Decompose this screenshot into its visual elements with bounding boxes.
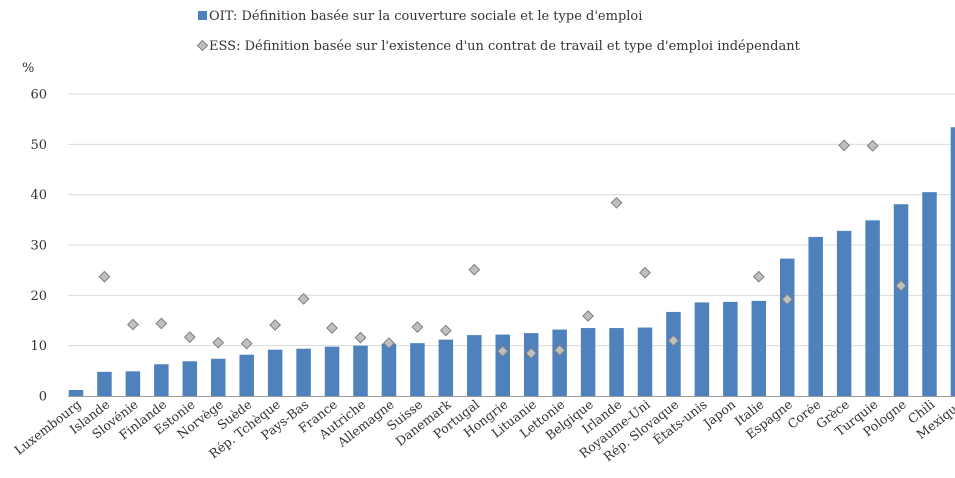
legend-bar-swatch: [198, 11, 207, 20]
bar: [666, 311, 681, 396]
legend-diamond-marker: [196, 39, 209, 52]
diamond-marker: [183, 331, 196, 344]
diamond-marker: [383, 337, 395, 350]
y-tick-label: 50: [30, 138, 47, 153]
bar: [211, 358, 226, 396]
diamond-marker: [582, 310, 595, 322]
diamond-marker: [240, 337, 253, 350]
bar: [267, 349, 283, 396]
bar: [922, 192, 937, 396]
bar: [239, 354, 254, 396]
diamond-marker: [468, 263, 481, 276]
y-tick-label: 60: [30, 88, 47, 103]
y-axis-unit-label: %: [22, 61, 34, 76]
bar: [296, 348, 311, 396]
bar: [893, 204, 909, 396]
bar: [154, 364, 169, 396]
diamond-marker: [126, 318, 139, 331]
diamond-marker: [610, 196, 623, 209]
bar: [836, 230, 852, 396]
bar: [97, 371, 112, 396]
y-tick-label: 10: [30, 339, 47, 354]
y-tick-label: 30: [30, 239, 47, 254]
diamond-marker: [496, 345, 509, 358]
diamond-marker: [553, 344, 566, 357]
bar-series: [68, 127, 955, 396]
diamond-marker: [297, 292, 310, 305]
x-category-label: Japon: [699, 397, 738, 432]
bar: [865, 220, 880, 396]
diamond-marker: [525, 347, 538, 360]
bar: [609, 328, 624, 396]
diamond-marker: [269, 319, 282, 331]
bar: [808, 236, 823, 396]
bar: [324, 346, 340, 396]
diamond-marker: [439, 324, 452, 337]
bar: [523, 333, 539, 396]
diamond-marker: [752, 270, 765, 283]
bar: [495, 334, 510, 396]
bar: [381, 343, 397, 396]
diamond-marker: [781, 293, 794, 306]
y-tick-label: 0: [39, 390, 47, 405]
legend-label-oit: OIT: Définition basée sur la couverture …: [209, 9, 642, 24]
bar: [467, 335, 482, 396]
diamond-marker: [155, 317, 168, 330]
bar: [637, 327, 653, 396]
diamond-marker: [212, 336, 225, 349]
bar: [723, 301, 738, 396]
legend: OIT: Définition basée sur la couverture …: [196, 9, 801, 54]
legend-label-ess: ESS: Définition basée sur l'existence d'…: [209, 39, 801, 54]
x-axis-labels: LuxembourgIslandeSlovénieFinlandeEstonie…: [11, 396, 955, 464]
diamond-marker: [838, 139, 851, 152]
y-tick-label: 20: [30, 289, 47, 304]
bar: [552, 329, 567, 396]
diamond-marker: [411, 321, 424, 333]
bar: [68, 389, 84, 396]
bar: [410, 343, 425, 396]
bar: [182, 361, 198, 396]
diamond-marker: [639, 266, 651, 279]
y-tick-label: 40: [30, 188, 47, 203]
bar: [125, 371, 141, 396]
bar: [353, 345, 368, 396]
bar: [751, 300, 767, 396]
bar: [780, 258, 795, 396]
diamond-marker: [98, 270, 111, 283]
y-axis-ticks: 0 10 20 30 40 50 60: [30, 88, 47, 405]
diamond-marker: [667, 334, 680, 347]
diamond-marker: [866, 139, 879, 152]
diamond-marker: [326, 322, 338, 334]
bar: [950, 127, 955, 396]
bar: [438, 339, 454, 396]
diamond-marker: [895, 279, 907, 292]
diamond-marker: [354, 331, 367, 344]
diamond-series: [98, 139, 907, 360]
bar: [580, 328, 596, 396]
bar: [694, 302, 710, 396]
